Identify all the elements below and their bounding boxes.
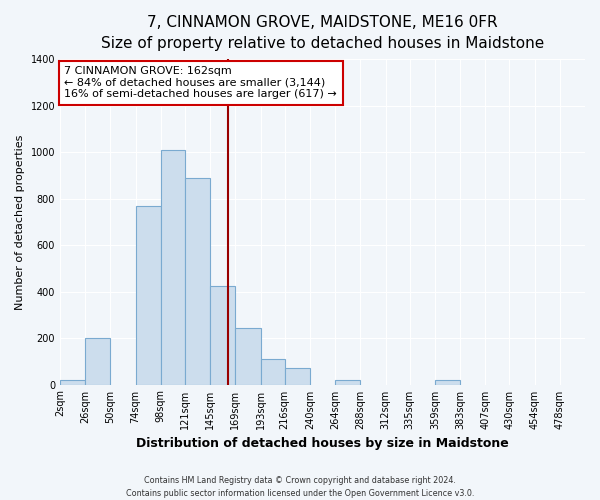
Text: Contains HM Land Registry data © Crown copyright and database right 2024.
Contai: Contains HM Land Registry data © Crown c… (126, 476, 474, 498)
Bar (335, 380, 361, 384)
Y-axis label: Number of detached properties: Number of detached properties (15, 134, 25, 310)
Bar (435, 380, 460, 384)
X-axis label: Distribution of detached houses by size in Maidstone: Distribution of detached houses by size … (136, 437, 509, 450)
Bar (285, 368, 310, 384)
Bar (260, 359, 285, 384)
Text: 7 CINNAMON GROVE: 162sqm
← 84% of detached houses are smaller (3,144)
16% of sem: 7 CINNAMON GROVE: 162sqm ← 84% of detach… (64, 66, 337, 100)
Bar (136, 206, 161, 384)
Bar (185, 178, 210, 384)
Bar (85, 338, 110, 384)
Bar (210, 286, 235, 384)
Title: 7, CINNAMON GROVE, MAIDSTONE, ME16 0FR
Size of property relative to detached hou: 7, CINNAMON GROVE, MAIDSTONE, ME16 0FR S… (101, 15, 544, 51)
Bar (235, 328, 260, 384)
Bar (161, 150, 185, 384)
Bar (60, 380, 85, 384)
